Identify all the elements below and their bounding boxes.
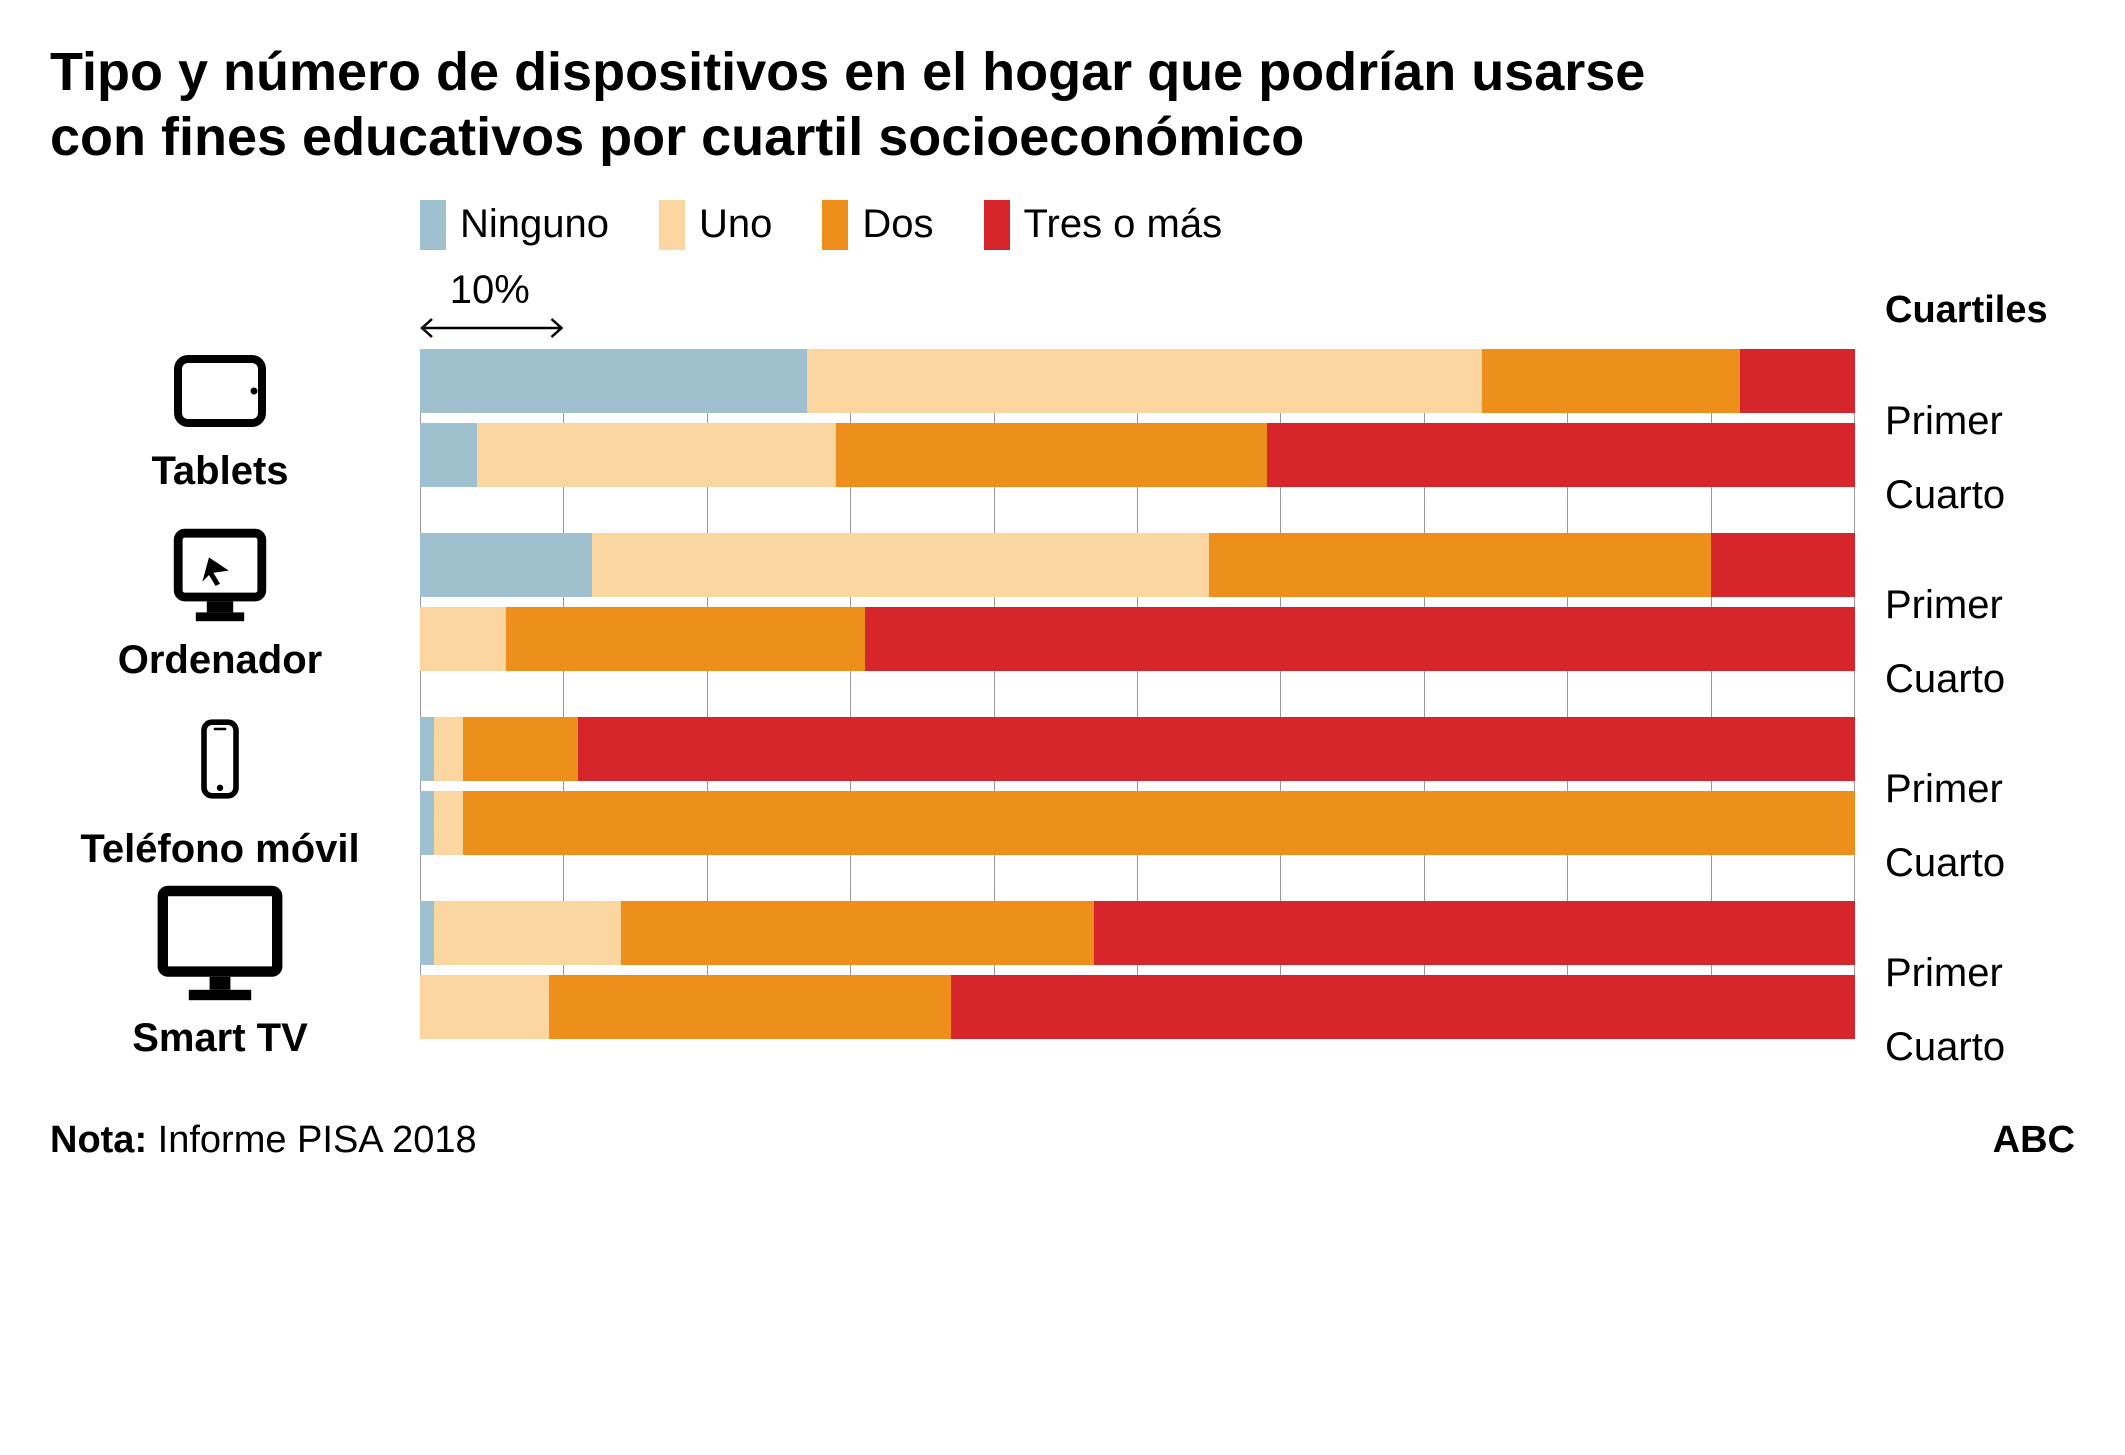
quartile-header: Cuartiles [1885, 289, 2075, 309]
legend-item-uno: Uno [659, 200, 772, 250]
legend-swatch [822, 200, 848, 250]
bar-segment-uno [434, 717, 463, 781]
bar-segment-tres [865, 607, 1855, 671]
bar-segment-ninguno [420, 901, 434, 965]
quartile-label: Cuarto [1885, 647, 2075, 711]
quartile-label: Primer [1885, 941, 2075, 1005]
quartile-label: Primer [1885, 389, 2075, 453]
scale-indicator: 10% [420, 268, 2075, 343]
bar-segment-dos [836, 423, 1267, 487]
quartile-label: Cuarto [1885, 831, 2075, 895]
stacked-bar [420, 975, 1855, 1039]
footnote-label: Nota: [50, 1119, 147, 1161]
chart-title: Tipo y número de dispositivos en el hoga… [50, 40, 1750, 170]
footer: Nota: Informe PISA 2018 ABC [50, 1119, 2075, 1162]
bar-segment-uno [807, 349, 1481, 413]
category-label: Teléfono móvil [80, 827, 359, 872]
category-label: Ordenador [118, 638, 322, 683]
bar-segment-dos [1482, 349, 1740, 413]
bar-segment-tres [1267, 423, 1855, 487]
bar-segment-uno [420, 607, 506, 671]
bar-segment-ninguno [420, 423, 477, 487]
bar-segment-uno [477, 423, 836, 487]
bar-group [420, 533, 1855, 671]
bar-segment-dos [463, 717, 578, 781]
legend-swatch [659, 200, 685, 250]
bar-group [420, 717, 1855, 855]
stacked-bar [420, 901, 1855, 965]
category-label: Tablets [151, 449, 288, 494]
phone-icon [180, 699, 260, 819]
bar-group [420, 349, 1855, 487]
bars-container [420, 349, 1855, 1039]
desktop-icon [165, 520, 275, 630]
bar-segment-ninguno [420, 791, 434, 855]
legend-item-ninguno: Ninguno [420, 200, 609, 250]
bar-group [420, 901, 1855, 1039]
bar-segment-dos [463, 791, 1855, 855]
quartile-label: Primer [1885, 573, 2075, 637]
stacked-bar [420, 791, 1855, 855]
category-group: Ordenador [50, 533, 390, 671]
bar-segment-uno [434, 791, 463, 855]
legend-label: Ninguno [460, 202, 609, 247]
bar-segment-uno [434, 901, 621, 965]
category-group: Smart TV [50, 901, 390, 1039]
bar-segment-dos [549, 975, 951, 1039]
bar-segment-tres [1740, 349, 1855, 413]
tv-icon [140, 878, 300, 1008]
bar-segment-tres [1094, 901, 1855, 965]
bar-segment-tres [1711, 533, 1855, 597]
quartile-label: Cuarto [1885, 1015, 2075, 1079]
footnote: Nota: Informe PISA 2018 [50, 1119, 477, 1162]
bar-segment-dos [1209, 533, 1711, 597]
legend-label: Uno [699, 202, 772, 247]
legend-item-dos: Dos [822, 200, 933, 250]
bar-segment-dos [621, 901, 1095, 965]
category-group: Tablets [50, 349, 390, 487]
scale-label: 10% [420, 268, 560, 313]
category-group: Teléfono móvil [50, 717, 390, 855]
bar-segment-ninguno [420, 349, 807, 413]
category-axis: Tablets Ordenador Teléfono móvil Smart TV [50, 349, 420, 1039]
scale-arrow-icon [420, 313, 564, 343]
legend-swatch [984, 200, 1010, 250]
bar-segment-uno [420, 975, 549, 1039]
legend: Ninguno Uno Dos Tres o más [420, 200, 2075, 250]
stacked-bar [420, 607, 1855, 671]
bar-segment-tres [951, 975, 1855, 1039]
legend-swatch [420, 200, 446, 250]
quartile-axis: Cuartiles PrimerCuartoPrimerCuartoPrimer… [1855, 349, 2075, 1079]
bar-segment-dos [506, 607, 865, 671]
source-credit: ABC [1993, 1119, 2075, 1162]
category-label: Smart TV [132, 1016, 308, 1061]
quartile-label: Cuarto [1885, 463, 2075, 527]
legend-label: Dos [862, 202, 933, 247]
bar-segment-tres [578, 717, 1855, 781]
plot-area [420, 349, 1855, 1039]
stacked-bar [420, 423, 1855, 487]
quartile-label: Primer [1885, 757, 2075, 821]
stacked-bar [420, 533, 1855, 597]
legend-item-tres: Tres o más [984, 200, 1223, 250]
tablet-icon [155, 341, 285, 441]
stacked-bar [420, 717, 1855, 781]
legend-label: Tres o más [1024, 202, 1223, 247]
bar-segment-ninguno [420, 717, 434, 781]
bar-segment-uno [592, 533, 1209, 597]
stacked-bar [420, 349, 1855, 413]
footnote-text: Informe PISA 2018 [158, 1119, 477, 1161]
bar-segment-ninguno [420, 533, 592, 597]
